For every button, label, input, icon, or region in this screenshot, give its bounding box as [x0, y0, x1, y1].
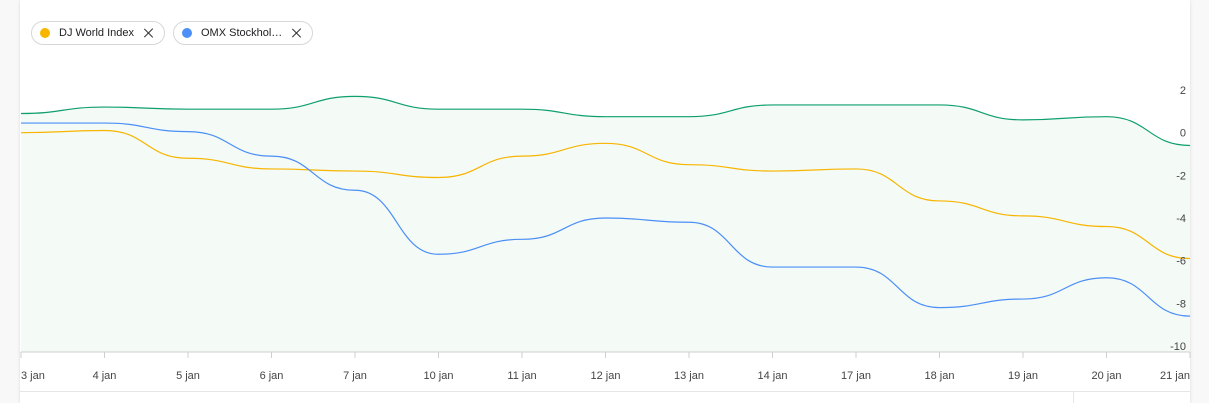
x-tick-label: 18 jan: [925, 370, 955, 382]
x-tick-label: 3 jan: [21, 370, 45, 382]
divider: [20, 391, 1190, 392]
x-tick-label: 19 jan: [1008, 370, 1038, 382]
x-tick-label: 7 jan: [343, 370, 367, 382]
x-tick-label: 20 jan: [1092, 370, 1122, 382]
series-color-dot: [40, 28, 50, 38]
y-tick-label: -8: [1176, 298, 1186, 310]
x-tick-label: 21 jan: [1160, 370, 1190, 382]
y-tick-label: -10: [1170, 341, 1186, 353]
legend-chips: DJ World Index OMX Stockhol…: [31, 21, 314, 45]
series-line-0: [20, 95, 1191, 147]
y-tick-label: 2: [1180, 85, 1186, 97]
y-tick-label: -4: [1176, 213, 1186, 225]
series-area-fill: [21, 96, 1190, 353]
series-line-1: [20, 129, 1191, 260]
x-tick-label: 6 jan: [260, 370, 284, 382]
x-tick-label: 4 jan: [93, 370, 117, 382]
legend-chip-label: DJ World Index: [59, 27, 134, 39]
x-tick-label: 5 jan: [176, 370, 200, 382]
x-tick-label: 13 jan: [674, 370, 704, 382]
series-color-dot: [182, 28, 192, 38]
x-tick-label: 12 jan: [591, 370, 621, 382]
legend-chip-dj-world-index[interactable]: DJ World Index: [31, 21, 165, 45]
y-tick-label: -2: [1176, 170, 1186, 182]
legend-chip-omx-stockholm[interactable]: OMX Stockhol…: [173, 21, 314, 45]
y-tick-label: 0: [1180, 128, 1186, 140]
x-tick-label: 10 jan: [424, 370, 454, 382]
series-line-2: [20, 122, 1191, 317]
x-tick-label: 11 jan: [507, 370, 536, 382]
x-tick-label: 17 jan: [841, 370, 871, 382]
legend-chip-label: OMX Stockhol…: [201, 27, 283, 39]
y-tick-label: -6: [1176, 256, 1186, 268]
divider: [1073, 392, 1074, 403]
x-tick-label: 14 jan: [758, 370, 788, 382]
